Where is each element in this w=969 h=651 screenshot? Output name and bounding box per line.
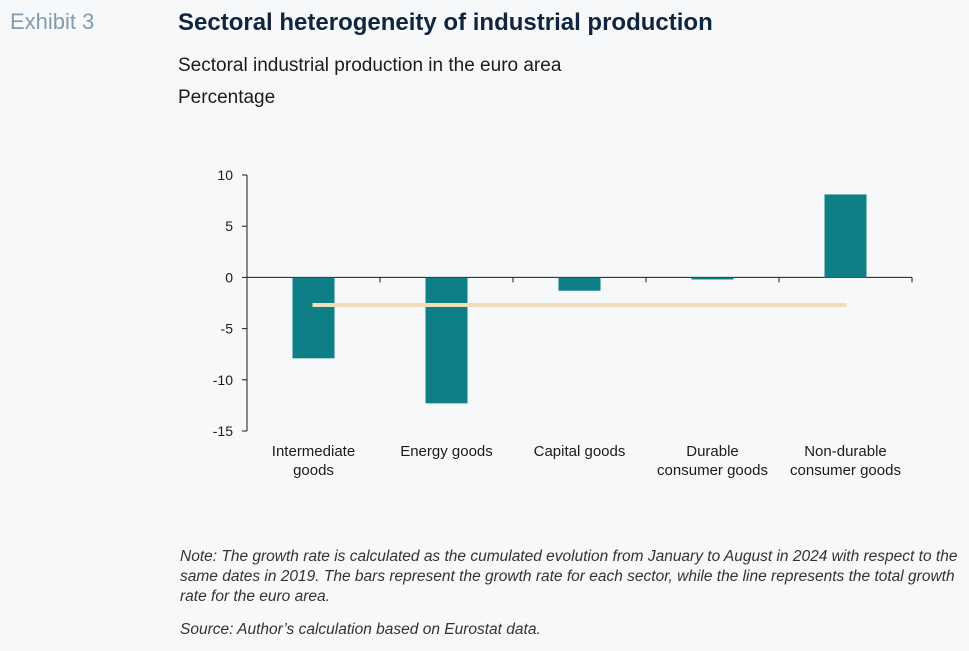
x-tick-label: Intermediate [272,443,355,460]
x-tick-label: Energy goods [400,443,493,460]
chart-note: Note: The growth rate is calculated as t… [180,548,958,605]
chart-source: Source: Author’s calculation based on Eu… [180,621,541,638]
bar [824,194,867,278]
y-tick-label: 10 [217,167,233,183]
x-tick-label: consumer goods [790,462,901,479]
chart-subtitle: Sectoral industrial production in the eu… [178,55,562,76]
x-tick-label: goods [293,462,334,479]
bar [558,277,601,291]
y-tick-label: 0 [225,269,233,285]
y-tick-label: -15 [213,423,233,439]
x-tick-label: Capital goods [534,443,626,460]
exhibit-label: Exhibit 3 [10,9,95,34]
chart-units: Percentage [178,87,276,108]
y-tick-label: -5 [221,321,234,337]
y-tick-label: -10 [213,372,233,388]
chart-title: Sectoral heterogeneity of industrial pro… [178,9,713,36]
bar [691,277,734,280]
bar [425,277,468,404]
bar [292,277,335,359]
x-tick-label: consumer goods [657,462,768,479]
x-tick-label: Non-durable [804,443,887,460]
x-tick-label: Durable [686,443,739,460]
y-tick-label: 5 [225,218,233,234]
